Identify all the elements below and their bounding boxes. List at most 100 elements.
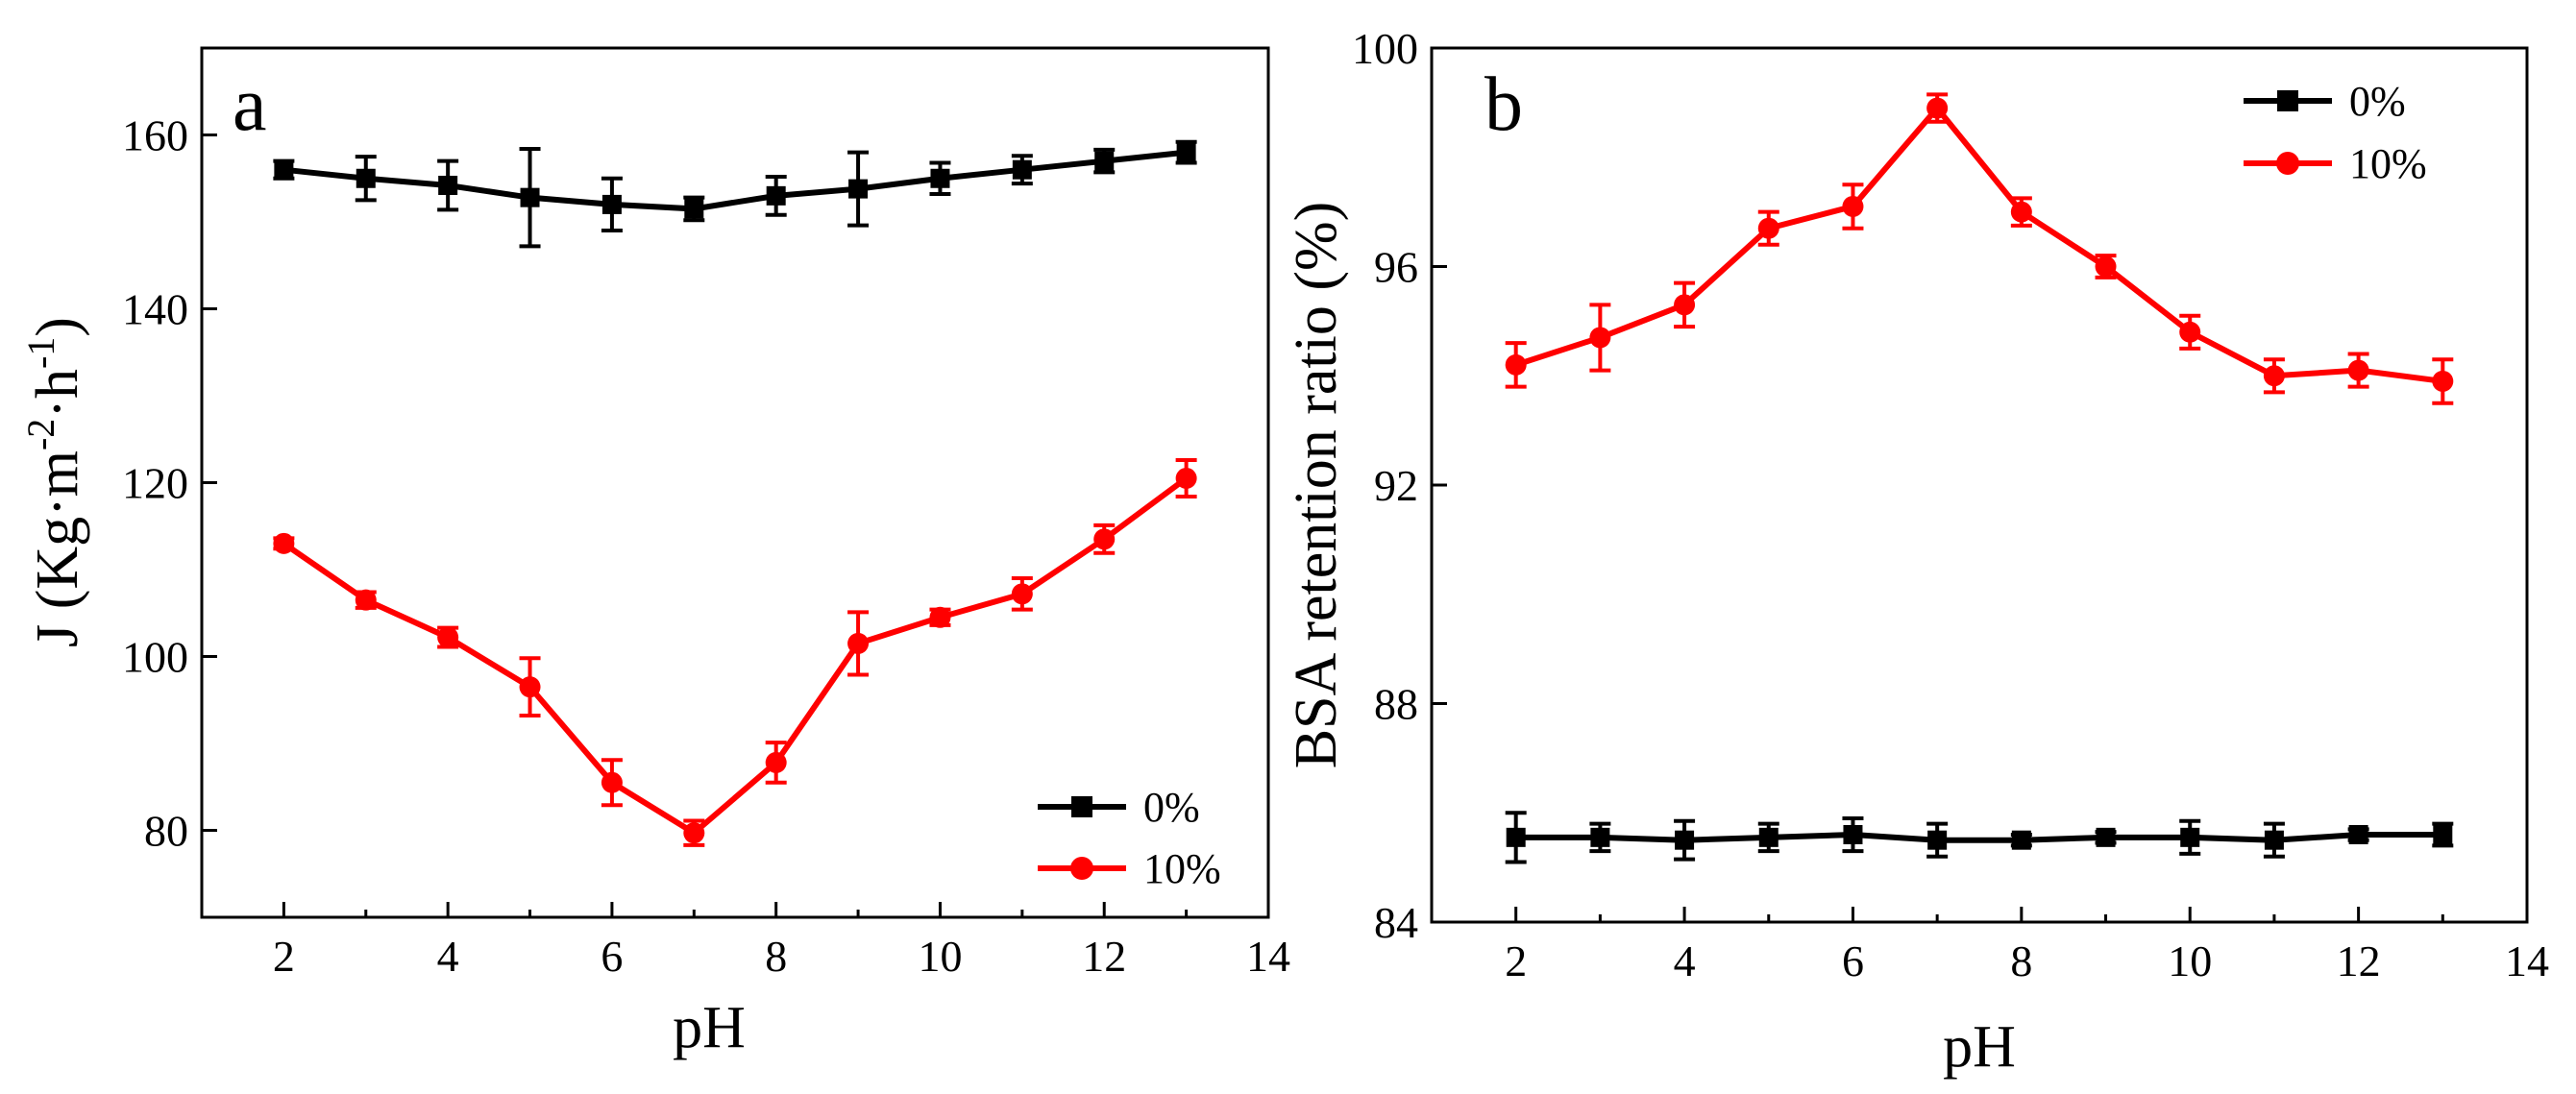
panel-a-y-tick-label: 80 [144, 807, 188, 856]
panel-a-point [1175, 467, 1197, 489]
panel-b-point [2179, 321, 2201, 343]
panel-a-y-title-sup2: -1 [19, 337, 62, 369]
panel-a-x-tick-label: 12 [1082, 932, 1126, 981]
panel-a-point [765, 751, 787, 773]
panel-b-point [2347, 359, 2369, 381]
panel-a-flux-chart: 2 4 6 8 10 12 14 80 100 120 140 160 a pH J (Kg·m-2·… [19, 46, 1290, 1060]
panel-a-point [519, 676, 541, 698]
panel-a-point [437, 626, 459, 648]
panel-b-series-0 [1505, 811, 2454, 864]
panel-a-legend-marker-0 [1071, 796, 1092, 817]
panel-a-letter: a [233, 62, 267, 147]
panel-b-series-1 [1505, 92, 2454, 405]
panel-b-point [2180, 827, 2200, 847]
panel-b-point [1674, 294, 1696, 316]
panel-b-point [2095, 255, 2117, 278]
panel-a-point [520, 187, 540, 207]
panel-b-x-tick-label: 4 [1674, 936, 1696, 985]
panel-b-point [1589, 327, 1611, 349]
panel-b-point [2096, 827, 2116, 847]
panel-b-point [2433, 825, 2453, 844]
panel-b-point [1843, 825, 1863, 844]
panel-a-x-tick-label: 14 [1246, 932, 1290, 981]
panel-b-series-line [1514, 103, 2443, 384]
panel-b-point [2264, 830, 2284, 850]
panel-a-y-title-sup1: -2 [19, 419, 62, 450]
panel-b-y-tick-label: 96 [1374, 243, 1418, 292]
panel-a-point [766, 185, 786, 206]
panel-a-series-line [283, 149, 1187, 212]
panel-b-point [1758, 827, 1779, 847]
panel-a-point [1012, 159, 1032, 180]
panel-a-point [929, 606, 951, 628]
panel-a-y-title-main: J (Kg·m [25, 450, 90, 647]
panel-b-plot-area [1505, 92, 2454, 864]
panel-a-series-0 [273, 139, 1197, 249]
panel-a-point [1011, 583, 1033, 605]
panel-b-x-tick-label: 6 [1842, 936, 1864, 985]
panel-a-point [601, 771, 623, 793]
panel-b-x-tick-label: 14 [2505, 936, 2549, 985]
panel-b-x-tick-label: 2 [1505, 936, 1527, 985]
panel-a-y-axis-title: J (Kg·m-2·h-1) [19, 317, 90, 647]
panel-b-legend-marker-1 [2276, 152, 2299, 175]
panel-b-legend-label-0: 0% [2349, 78, 2406, 125]
panel-a-legend-label-1: 10% [1143, 845, 1221, 892]
panel-b-legend: 0% 10% [2244, 78, 2427, 187]
panel-a-point [355, 589, 377, 611]
panel-b-series-line [1515, 831, 2443, 843]
panel-b-point [2263, 365, 2285, 387]
panel-a-point [683, 822, 705, 844]
panel-a-point [1094, 151, 1115, 171]
panel-a-series-1 [273, 457, 1197, 847]
panel-a-point [930, 168, 950, 188]
panel-a-legend-label-0: 0% [1143, 784, 1200, 831]
panel-a-point [438, 175, 458, 195]
panel-b-point [1927, 830, 1948, 850]
panel-a-point [684, 199, 704, 219]
panel-b-point [1926, 97, 1949, 119]
panel-a-point [274, 159, 294, 180]
panel-a-point [273, 532, 295, 554]
panel-a-y-title-end: ) [25, 317, 90, 337]
panel-a-point [1176, 142, 1196, 162]
panel-a-y-tick-label: 100 [122, 633, 188, 682]
panel-b-point [2348, 825, 2368, 844]
panel-b-y-tick-label: 92 [1374, 461, 1418, 510]
panel-b-legend-label-1: 10% [2349, 140, 2427, 187]
panel-b-y-axis-title: BSA retention ratio (%) [1284, 202, 1349, 769]
panel-b-point [1842, 195, 1864, 217]
panel-b-x-tick-label: 10 [2168, 936, 2212, 985]
panel-a-x-tick-label: 6 [601, 932, 623, 981]
panel-a-x-tick-label: 4 [437, 932, 459, 981]
panel-a-x-tick-label: 8 [765, 932, 787, 981]
panel-a-legend: 0% 10% [1038, 784, 1221, 892]
panel-b-point [2432, 370, 2454, 392]
panel-b-point [2010, 201, 2032, 223]
panel-b-letter: b [1484, 62, 1523, 147]
panel-a-y-title-mid: ·h [25, 369, 90, 419]
panel-a-series-line [282, 475, 1189, 837]
panel-b-point [1757, 217, 1779, 239]
panel-a-point [847, 632, 870, 654]
panel-b-y-tick-label: 88 [1374, 680, 1418, 729]
panel-a-frame [200, 46, 1270, 919]
panel-b-point [2011, 830, 2031, 850]
panel-b-point [1675, 830, 1695, 850]
panel-b-frame [1430, 46, 2529, 924]
panel-a-point [1093, 528, 1116, 550]
panel-b-x-tick-label: 8 [2010, 936, 2032, 985]
panel-a-point [356, 168, 376, 188]
panel-b-x-axis-title: pH [1943, 1014, 2016, 1080]
panel-b-x-tick-label: 12 [2337, 936, 2381, 985]
panel-b-y-tick-label: 100 [1352, 24, 1418, 73]
panel-a-x-axis-title: pH [673, 995, 746, 1060]
panel-a-point [848, 179, 869, 199]
panel-a-y-tick-label: 140 [122, 285, 188, 334]
panel-a-x-tick-label: 10 [918, 932, 962, 981]
panel-a-x-tick-label: 2 [273, 932, 295, 981]
panel-b-legend-marker-0 [2277, 90, 2298, 111]
panel-b-y-tick-label: 84 [1374, 898, 1418, 947]
panel-b-retention-chart: 2 4 6 8 10 12 14 84 88 92 96 100 b pH BSA retention… [1284, 24, 2549, 1080]
